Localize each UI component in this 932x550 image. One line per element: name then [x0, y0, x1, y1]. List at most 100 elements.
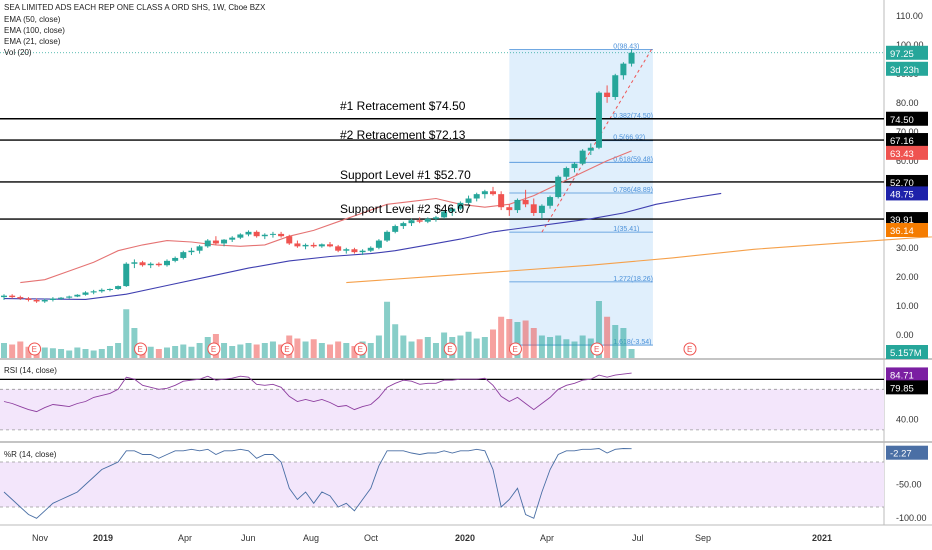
earnings-marker-label: E	[594, 345, 599, 354]
candle-body	[449, 208, 456, 212]
rsi-pane-label[interactable]: RSI (14, close)	[4, 366, 57, 375]
wr-axis-label: -100.00	[896, 513, 927, 523]
candle-body	[408, 220, 415, 224]
volume-bar	[563, 339, 570, 358]
earnings-marker-future	[683, 342, 697, 356]
volume-bar	[269, 341, 276, 358]
rsi-band	[0, 389, 884, 430]
candle-body	[359, 250, 366, 253]
rsi-axis-label: 40.00	[896, 415, 919, 425]
time-axis-label: Apr	[540, 533, 554, 543]
volume-bar	[547, 337, 554, 358]
volume-bar	[432, 343, 439, 358]
candle-body	[351, 249, 358, 253]
candle-body	[1, 295, 7, 298]
candle-body	[367, 247, 374, 251]
candle-body	[147, 263, 154, 266]
candle-body	[530, 204, 537, 213]
volume-bar	[571, 341, 578, 358]
candle-body	[221, 239, 228, 244]
fib-label: 1(35.41)	[613, 226, 639, 233]
volume-bar	[115, 343, 122, 358]
candle-body	[547, 197, 554, 206]
price-tag	[886, 174, 928, 189]
candle-body	[196, 246, 203, 251]
volume-bar	[620, 328, 627, 358]
price-axis-label: 60.00	[896, 156, 919, 166]
volume-bar	[58, 349, 65, 358]
price-tag	[886, 186, 928, 201]
candle-body	[131, 262, 138, 264]
candle-body	[563, 168, 570, 177]
time-axis-label: 2020	[455, 533, 475, 543]
rsi-tag	[886, 367, 928, 382]
candle-body	[172, 257, 179, 261]
earnings-marker-label: E	[211, 345, 216, 354]
support-1-label: Support Level #1 $52.70	[340, 168, 471, 182]
candle-body	[481, 191, 488, 195]
candle-body	[25, 298, 32, 300]
volume-bar	[164, 347, 170, 358]
volume-bar	[465, 331, 472, 358]
candle-body	[514, 199, 521, 211]
volume-bar	[147, 346, 154, 358]
retracement-2-label: #2 Retracement $72.13	[340, 128, 466, 142]
candle-body	[261, 234, 268, 237]
earnings-marker	[508, 342, 522, 356]
fib-label: 0(98.43)	[613, 43, 639, 50]
volume-bar	[400, 335, 407, 358]
candle-body	[506, 207, 513, 211]
volume-bar	[628, 349, 635, 358]
candle-body	[204, 240, 211, 247]
wr-tag	[886, 445, 928, 460]
volume-bar	[82, 349, 89, 358]
volume-bar	[481, 337, 488, 358]
volume-bar	[408, 341, 415, 358]
candle-body	[343, 249, 350, 251]
volume-bar	[196, 343, 203, 358]
price-tag-label: 5.157M	[890, 348, 922, 359]
volume-bar	[392, 324, 399, 358]
candle-body	[155, 263, 162, 266]
earnings-marker-label: E	[358, 345, 363, 354]
candle-body	[41, 300, 48, 302]
volume-bar	[612, 325, 619, 358]
candle-body	[595, 92, 602, 148]
volume-bar	[9, 344, 16, 358]
williams-pane-label[interactable]: %R (14, close)	[4, 450, 57, 459]
volume-bar	[490, 329, 496, 358]
price-tag-label: 48.75	[890, 189, 914, 200]
volume-bar	[90, 350, 97, 358]
candle-body	[384, 231, 391, 241]
candle-body	[82, 292, 89, 295]
price-tag-label: 63.43	[890, 149, 914, 160]
volume-bar	[155, 349, 162, 358]
price-tag	[886, 61, 928, 76]
ema100-legend[interactable]: EMA (100, close)	[4, 26, 65, 35]
ema21-legend[interactable]: EMA (21, close)	[4, 37, 61, 46]
ema50-legend[interactable]: EMA (50, close)	[4, 15, 61, 24]
price-tag-label: 67.16	[890, 136, 914, 147]
volume-bar	[123, 309, 130, 358]
volume-bar	[49, 348, 56, 358]
volume-bar	[1, 343, 7, 358]
candle-body	[180, 252, 187, 258]
fib-label: 0.786(48.89)	[613, 187, 653, 194]
chart-title: SEA LIMITED ADS EACH REP ONE CLASS A ORD…	[4, 3, 266, 12]
candle-body	[237, 234, 244, 238]
price-tag	[886, 45, 928, 60]
volume-legend[interactable]: Vol (20)	[4, 48, 32, 57]
candle-body	[302, 244, 309, 247]
candle-body	[587, 147, 594, 151]
volume-bar	[343, 343, 350, 358]
rsi-tag-label: 79.85	[890, 383, 914, 394]
volume-bar	[530, 328, 537, 358]
candle-body	[571, 163, 578, 169]
wr-band	[0, 462, 884, 507]
time-axis-label: Apr	[178, 533, 192, 543]
wr-tag-label: -2.27	[890, 449, 912, 460]
candle-body	[49, 298, 56, 300]
candle-body	[164, 260, 170, 266]
price-axis-label: 10.00	[896, 301, 919, 311]
